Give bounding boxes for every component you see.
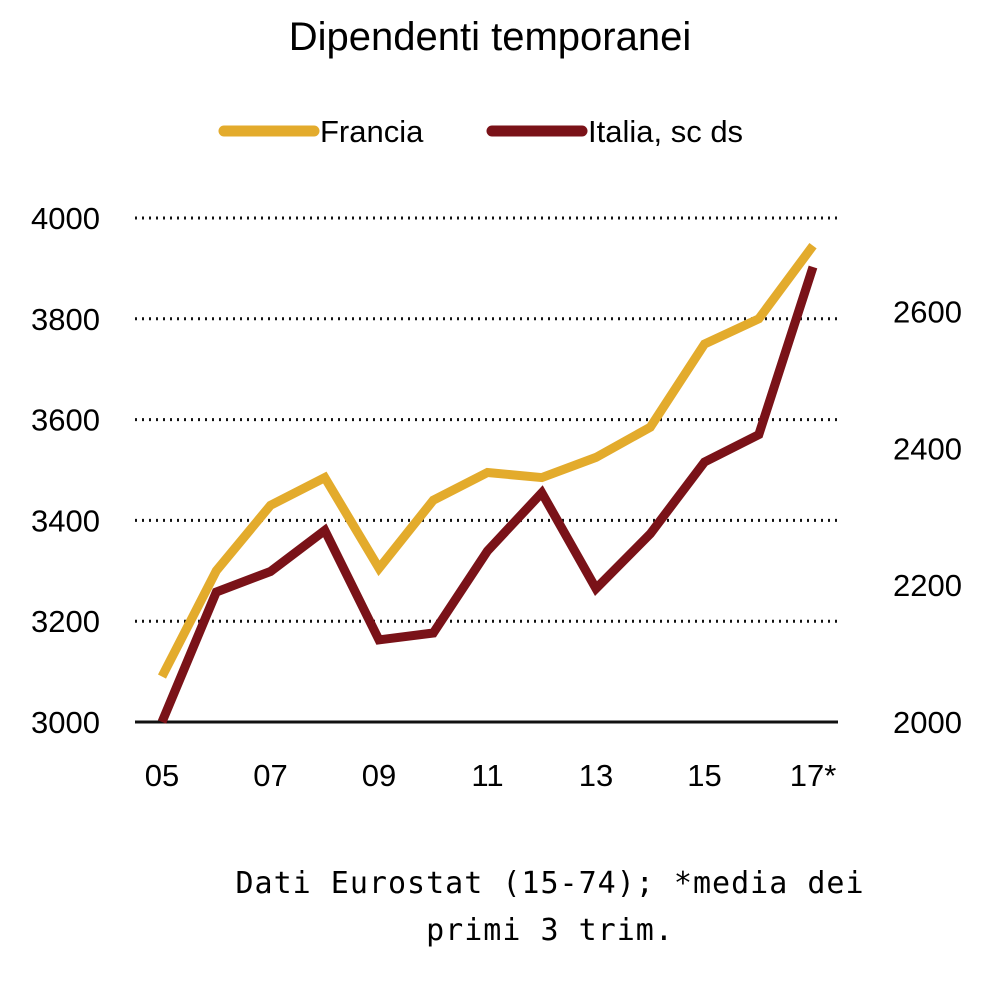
- y-axis-left: 3000 3200 3400 3600 3800 4000: [31, 201, 100, 740]
- y-right-tick-label: 2000: [893, 705, 962, 740]
- legend-label-2: Italia, sc ds: [588, 114, 743, 149]
- series-line-1: [157, 243, 817, 679]
- note-line-2: primi 3 trim.: [426, 913, 674, 948]
- legend-label-1: Francia: [320, 114, 424, 149]
- series-line-2: [157, 265, 818, 724]
- grid: [135, 216, 838, 724]
- y-left-tick-label: 3600: [31, 403, 100, 438]
- x-tick-label: 13: [579, 758, 613, 793]
- note-line-1: Dati Eurostat (15-74); *media dei: [235, 866, 864, 901]
- x-tick-label: 05: [145, 758, 179, 793]
- y-right-tick-label: 2600: [893, 294, 962, 329]
- x-axis: 05 07 09 11 13 15 17*: [145, 758, 837, 793]
- y-left-tick-label: 3400: [31, 503, 100, 538]
- y-left-tick-label: 3000: [31, 705, 100, 740]
- legend: Francia Italia, sc ds: [218, 114, 743, 149]
- y-left-tick-label: 3200: [31, 604, 100, 639]
- x-tick-label: 11: [471, 758, 503, 793]
- y-right-tick-label: 2200: [893, 568, 962, 603]
- x-tick-label: 15: [687, 758, 721, 793]
- y-axis-right: 2000 2200 2400 2600: [893, 294, 962, 740]
- x-tick-label: 07: [253, 758, 287, 793]
- series-lines: [157, 243, 818, 724]
- chart-title: Dipendenti temporanei: [289, 15, 691, 59]
- y-left-tick-label: 4000: [31, 201, 100, 236]
- x-tick-label: 17*: [790, 758, 837, 793]
- y-right-tick-label: 2400: [893, 431, 962, 466]
- y-left-tick-label: 3800: [31, 302, 100, 337]
- x-tick-label: 09: [362, 758, 396, 793]
